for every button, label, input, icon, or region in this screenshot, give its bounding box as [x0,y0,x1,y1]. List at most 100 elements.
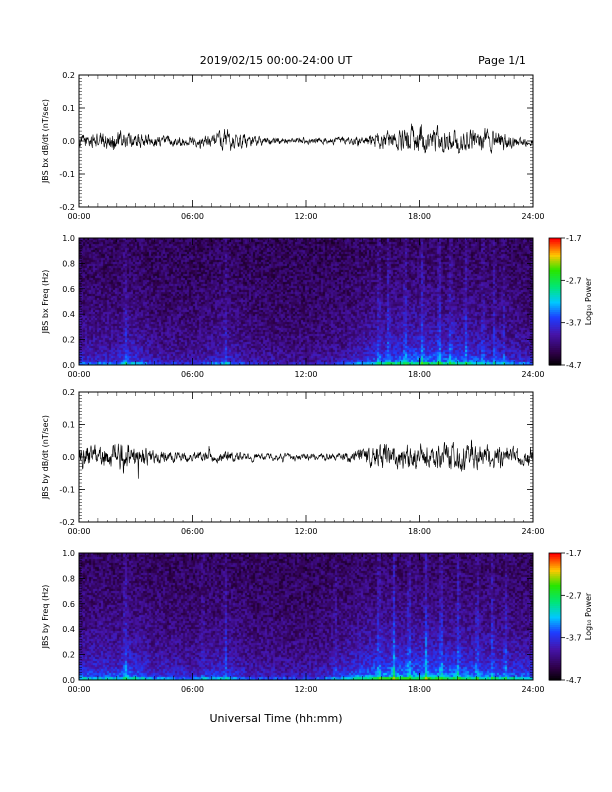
y-tick-label: 0.6 [62,600,75,609]
colorbar-swatch [549,555,561,558]
colorbar-swatch [549,244,561,248]
colorbar-swatch [549,574,561,577]
y-tick-label: 0.2 [62,388,75,397]
colorbar-tick-label: -3.7 [566,319,582,328]
colorbar-swatch [549,265,561,269]
colorbar-swatch [549,677,561,681]
colorbar-swatch [549,358,561,362]
colorbar-frame [548,237,562,366]
colorbar-swatch [549,567,561,571]
colorbar-swatch [549,553,561,556]
y-tick-label: 0.6 [62,285,75,294]
colorbar-swatch [549,257,561,260]
colorbar-swatch [549,635,561,639]
colorbar-swatch [549,584,561,588]
colorbar-swatch [549,603,561,607]
colorbar-frame [548,552,562,681]
colorbar-swatch [549,333,561,336]
y-tick-label: 0.0 [62,361,75,370]
colorbar-swatch [549,261,561,264]
panel-3: 0.2 0.1 0.0 -0.1 -0.200:00 06:00 12:00 18:00 24:… [41,388,545,536]
colorbar-swatch [549,350,561,353]
y-tick-label: 1.0 [62,234,75,243]
x-tick-label: 00:00 [67,212,90,221]
y-tick-label: -0.2 [59,203,75,212]
colorbar-swatch [549,620,561,624]
y-axis-label-4: JBS by Freq (Hz) [41,585,50,650]
colorbar-swatch [549,656,561,660]
y-axis-label-2: JBS bx Freq (Hz) [41,270,50,335]
colorbar-swatch [549,605,561,609]
colorbar-swatch [549,557,561,560]
colorbar-swatch [549,295,561,298]
colorbar-swatch [549,263,561,267]
colorbar-swatch [549,337,561,341]
colorbar-swatch [549,561,561,565]
colorbar-swatch [549,582,561,586]
x-tick-label: 12:00 [294,370,317,379]
colorbar-swatch [549,309,561,313]
x-tick-label: 18:00 [408,370,431,379]
colorbar-swatch [549,290,561,294]
colorbar-swatch [549,318,561,322]
colorbar-swatch [549,335,561,339]
panels: 0.20.10.0-0.1-0.200:00 06:00 12:00 18:00 24:… [41,71,593,694]
y-tick-label: 0.2 [62,336,75,345]
colorbar-swatch [549,580,561,584]
colorbar-swatch [549,658,561,662]
colorbar-swatch [549,671,561,675]
colorbar-swatch [549,284,561,288]
x-tick-label: 18:00 [408,527,431,536]
colorbar-swatch [549,569,561,573]
colorbar-swatch [549,324,561,328]
colorbar-swatch [549,250,561,254]
colorbar-swatch [549,612,561,615]
colorbar-swatch [549,348,561,351]
x-tick-label: 06:00 [181,212,204,221]
colorbar-swatch [549,588,561,592]
x-tick-label: 12:00 [294,527,317,536]
colorbar-swatch [549,669,561,673]
x-tick-label: 06:00 [181,685,204,694]
colorbar-swatch [549,654,561,658]
spectrogram-2 [79,238,533,365]
colorbar-swatch [549,280,561,284]
colorbar-swatch [549,599,561,603]
colorbar-swatch [549,341,561,345]
colorbar-swatch [549,610,561,613]
y-axis-label-1: JBS bx dB/dt (nT/sec) [41,99,50,184]
y-tick-label: -0.2 [59,518,75,527]
colorbar-label: Log₁₀ Power [584,592,593,640]
colorbar-swatch [549,660,561,664]
colorbar-swatch [549,650,561,654]
colorbar-swatch [549,646,561,649]
y-tick-label: -0.1 [59,486,75,495]
series-line-3 [78,439,534,479]
colorbar-swatch [549,576,561,579]
colorbar-swatch [549,240,561,243]
colorbar-swatch [549,639,561,643]
colorbar-swatch [549,593,561,596]
colorbar-tick-label: -4.7 [566,676,582,685]
colorbar-swatch [549,627,561,630]
colorbar-swatch [549,276,561,279]
colorbar-swatch [549,278,561,281]
colorbar-swatch [549,248,561,252]
colorbar-swatch [549,301,561,305]
colorbar-swatch [549,663,561,666]
colorbar-swatch [549,326,561,330]
colorbar-swatch [549,345,561,349]
y-tick-label: 0.2 [62,71,75,80]
colorbar-swatch [549,293,561,296]
x-tick-label: 18:00 [408,685,431,694]
colorbar-swatch [549,267,561,271]
colorbar-swatch [549,339,561,343]
colorbar-swatch [549,559,561,563]
colorbar-swatch [549,331,561,334]
y-tick-label: 1.0 [62,549,75,558]
x-tick-label: 00:00 [67,685,90,694]
x-tick-label: 18:00 [408,212,431,221]
colorbar-swatch [549,299,561,303]
colorbar-swatch [549,356,561,360]
